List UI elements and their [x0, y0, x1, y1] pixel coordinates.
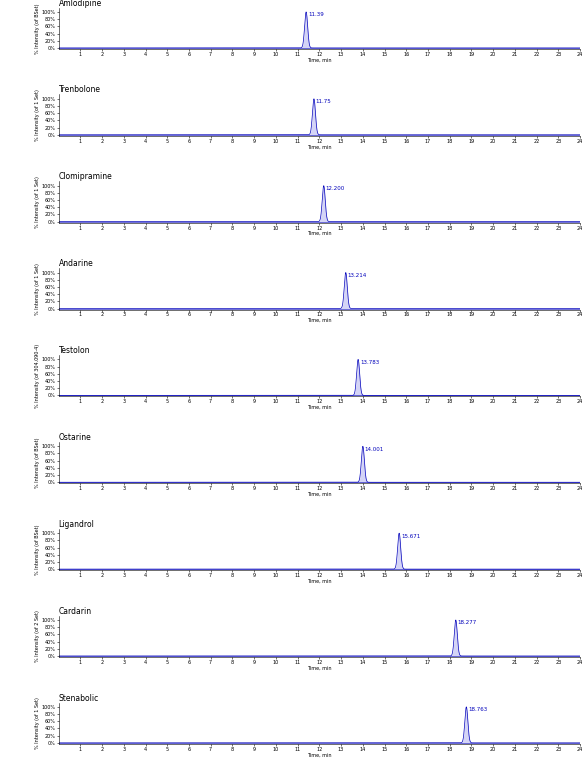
Text: Cardarin: Cardarin: [59, 607, 92, 616]
Text: Amlodipine: Amlodipine: [59, 0, 102, 8]
Y-axis label: % Intensity (of 1 Set): % Intensity (of 1 Set): [35, 89, 40, 141]
X-axis label: Time, min: Time, min: [307, 318, 332, 323]
X-axis label: Time, min: Time, min: [307, 405, 332, 410]
Y-axis label: % Intensity (of BSet): % Intensity (of BSet): [35, 524, 40, 575]
Text: 11.75: 11.75: [316, 99, 332, 105]
Y-axis label: % Intensity (of BSet): % Intensity (of BSet): [35, 3, 40, 53]
Text: Clomipramine: Clomipramine: [59, 172, 113, 182]
Text: 12.200: 12.200: [325, 186, 345, 191]
Text: 13.783: 13.783: [360, 360, 379, 365]
X-axis label: Time, min: Time, min: [307, 492, 332, 497]
X-axis label: Time, min: Time, min: [307, 578, 332, 584]
X-axis label: Time, min: Time, min: [307, 144, 332, 150]
Text: Stenabolic: Stenabolic: [59, 694, 99, 703]
Y-axis label: % Intensity (of 2 Set): % Intensity (of 2 Set): [35, 610, 40, 662]
Text: Andarine: Andarine: [59, 259, 93, 269]
Text: Testolon: Testolon: [59, 346, 90, 355]
X-axis label: Time, min: Time, min: [307, 231, 332, 237]
Text: Ligandrol: Ligandrol: [59, 520, 94, 529]
X-axis label: Time, min: Time, min: [307, 752, 332, 758]
Y-axis label: % Intensity (of BSet): % Intensity (of BSet): [35, 437, 40, 488]
Y-axis label: % Intensity (of 304.090-4): % Intensity (of 304.090-4): [35, 343, 40, 408]
Text: 11.39: 11.39: [308, 12, 323, 18]
Y-axis label: % Intensity (of 1 Set): % Intensity (of 1 Set): [35, 263, 40, 315]
Text: Ostarine: Ostarine: [59, 433, 91, 442]
Text: 13.214: 13.214: [347, 273, 367, 278]
Text: 18.277: 18.277: [458, 620, 477, 626]
Text: 15.671: 15.671: [401, 533, 420, 539]
Text: 14.001: 14.001: [364, 446, 384, 452]
X-axis label: Time, min: Time, min: [307, 57, 332, 63]
Text: Trenbolone: Trenbolone: [59, 85, 101, 95]
Text: 18.763: 18.763: [468, 707, 488, 712]
Y-axis label: % Intensity (of 1 Set): % Intensity (of 1 Set): [35, 176, 40, 228]
Y-axis label: % Intensity (of 1 Set): % Intensity (of 1 Set): [35, 697, 40, 749]
X-axis label: Time, min: Time, min: [307, 665, 332, 671]
